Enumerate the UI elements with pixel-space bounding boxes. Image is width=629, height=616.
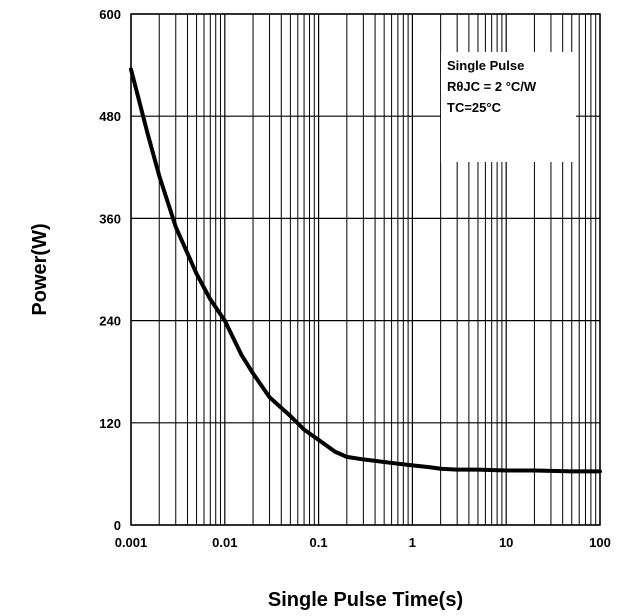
- y-tick-label: 600: [99, 7, 121, 22]
- y-axis-title: Power(W): [29, 223, 51, 315]
- annotation-line: Single Pulse: [447, 58, 524, 73]
- y-tick-label: 0: [114, 518, 121, 533]
- x-tick-label: 10: [499, 535, 513, 550]
- annotation-line: RθJC = 2 °C/W: [447, 79, 537, 94]
- x-axis-title: Single Pulse Time(s): [268, 589, 463, 611]
- annotation-box: Single Pulse RθJC = 2 °C/W TC=25°C: [447, 58, 537, 115]
- annotation-line: TC=25°C: [447, 100, 502, 115]
- plot-frame: [130, 13, 601, 526]
- y-tick-label: 240: [99, 314, 121, 329]
- x-tick-labels: 0.001 0.01 0.1 1 10 100: [115, 535, 611, 550]
- x-tick-label: 0.001: [115, 535, 148, 550]
- y-tick-labels: 0 120 240 360 480 600: [99, 7, 121, 533]
- x-tick-label: 1: [409, 535, 416, 550]
- y-tick-label: 480: [99, 109, 121, 124]
- annotation-background: [441, 52, 576, 162]
- x-tick-label: 100: [589, 535, 611, 550]
- minor-gridlines: [158, 14, 597, 525]
- y-tick-label: 360: [99, 211, 121, 226]
- x-tick-label: 0.01: [212, 535, 237, 550]
- power-curve-line: [129, 67, 602, 474]
- y-tick-label: 120: [99, 416, 121, 431]
- x-tick-label: 0.1: [310, 535, 328, 550]
